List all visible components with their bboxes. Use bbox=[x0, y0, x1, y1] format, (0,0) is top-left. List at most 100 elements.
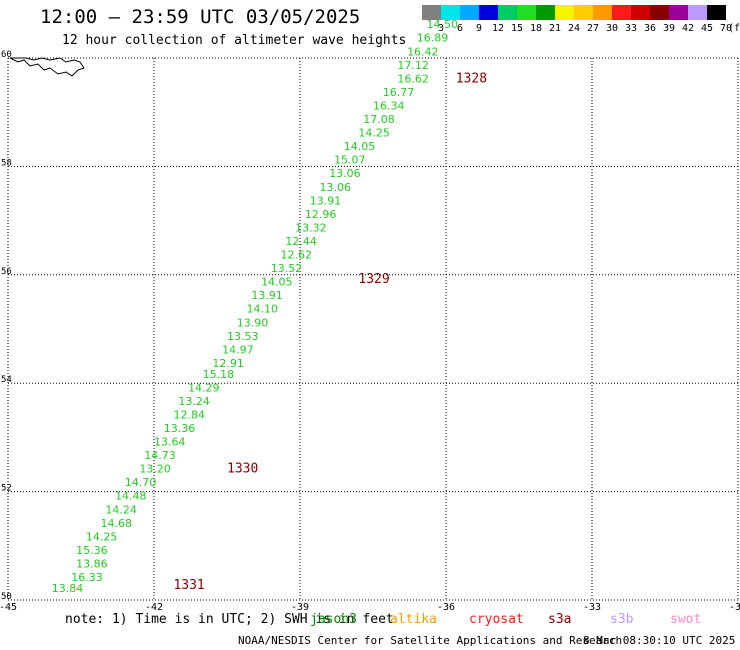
lon-tick-label: -33 bbox=[583, 602, 601, 613]
legend-label-30: 30 bbox=[605, 23, 619, 34]
wave-height-reading: 12.91 bbox=[212, 357, 244, 370]
note-text: note: 1) Time is in UTC; 2) SWH is in fe… bbox=[65, 612, 394, 627]
wave-height-reading: 13.91 bbox=[310, 194, 342, 207]
legend-label-27: 27 bbox=[586, 23, 600, 34]
legend-swatch-36 bbox=[631, 5, 650, 20]
legend-swatch-45 bbox=[688, 5, 707, 20]
legend-label-39: 39 bbox=[662, 23, 676, 34]
wave-height-reading: 12.62 bbox=[281, 249, 313, 262]
wave-height-reading: 15.36 bbox=[76, 544, 108, 557]
wave-height-reading: 17.08 bbox=[363, 113, 395, 126]
wave-height-reading: 17.12 bbox=[397, 59, 429, 72]
legend-label-45: 45 bbox=[700, 23, 714, 34]
satellite-altika: altika bbox=[390, 612, 437, 627]
wave-height-reading: 13.86 bbox=[76, 557, 108, 570]
wave-height-reading: 14.50 bbox=[427, 18, 459, 31]
credit-text: NOAA/NESDIS Center for Satellite Applica… bbox=[238, 634, 623, 647]
wave-height-reading: 16.33 bbox=[71, 571, 103, 584]
legend-label-42: 42 bbox=[681, 23, 695, 34]
wave-height-reading: 14.48 bbox=[115, 490, 147, 503]
legend-label-18: 18 bbox=[529, 23, 543, 34]
wave-height-reading: 14.70 bbox=[125, 476, 157, 489]
wave-height-reading: 15.07 bbox=[334, 154, 366, 167]
wave-height-reading: 14.25 bbox=[358, 127, 390, 140]
lat-tick-label: 50 bbox=[1, 592, 12, 602]
timestamp-text: 8 Mar 08:30:10 UTC 2025 bbox=[583, 634, 736, 647]
wave-height-reading: 16.89 bbox=[417, 32, 449, 45]
wave-height-reading: 14.29 bbox=[188, 381, 220, 394]
legend-swatch-15 bbox=[498, 5, 517, 20]
pass-number-label: 1328 bbox=[456, 71, 487, 86]
wave-height-reading: 13.90 bbox=[237, 316, 269, 329]
lat-tick-label: 56 bbox=[1, 267, 12, 277]
bottom-bar: note: 1) Time is in UTC; 2) SWH is in fe… bbox=[0, 612, 740, 632]
wave-height-reading: 14.97 bbox=[222, 343, 254, 356]
lon-tick-label: -45 bbox=[0, 602, 17, 613]
lon-tick-label: -39 bbox=[291, 602, 309, 613]
legend-swatch-6 bbox=[441, 5, 460, 20]
wave-height-reading: 12.84 bbox=[173, 408, 205, 421]
lat-lon-grid bbox=[7, 57, 739, 601]
pass-number-label: 1330 bbox=[227, 462, 258, 477]
wave-height-reading: 13.24 bbox=[178, 395, 210, 408]
lat-tick-label: 58 bbox=[1, 158, 12, 168]
legend-label-70: 70 bbox=[719, 23, 733, 34]
satellite-s3a: s3a bbox=[548, 612, 572, 627]
legend-swatch-3 bbox=[422, 5, 441, 20]
legend-label-9: 9 bbox=[475, 23, 483, 34]
legend-swatch-24 bbox=[555, 5, 574, 20]
legend-swatch-18 bbox=[517, 5, 536, 20]
legend-label-33: 33 bbox=[624, 23, 638, 34]
satellite-s3b: s3b bbox=[610, 612, 634, 627]
axis-tick-labels: -45 -42 -39 -36 -33 -30 60 58 56 54 52 50 bbox=[0, 50, 740, 613]
legend-label-6: 6 bbox=[456, 23, 464, 34]
wave-height-reading: 13.20 bbox=[139, 463, 171, 476]
lon-tick-label: -30 bbox=[729, 602, 740, 613]
wave-height-reading: 16.42 bbox=[407, 45, 439, 58]
wave-height-reading: 14.05 bbox=[261, 276, 293, 289]
wave-height-reading: 13.36 bbox=[164, 422, 196, 435]
map-title: 12:00 – 23:59 UTC 03/05/2025 bbox=[40, 6, 361, 28]
legend-label-36: 36 bbox=[643, 23, 657, 34]
lat-tick-label: 52 bbox=[1, 484, 12, 494]
wave-height-reading: 13.52 bbox=[271, 262, 303, 275]
wave-height-reading: 13.91 bbox=[251, 289, 282, 302]
legend-swatch-42 bbox=[669, 5, 688, 20]
legend-label-3: 3 bbox=[437, 23, 445, 34]
legend-label-24: 24 bbox=[567, 23, 581, 34]
lon-tick-label: -36 bbox=[437, 602, 455, 613]
lon-tick-label: -42 bbox=[145, 602, 163, 613]
wave-height-reading: 13.53 bbox=[227, 330, 259, 343]
wave-height-reading: 13.06 bbox=[329, 167, 361, 180]
satellite-tracks: 13.8416.3313.8615.3614.2514.6814.2414.48… bbox=[52, 18, 487, 595]
coastline-greenland bbox=[9, 57, 85, 77]
legend-swatch-30 bbox=[593, 5, 612, 20]
legend-swatch-21 bbox=[536, 5, 555, 20]
wave-height-reading: 14.10 bbox=[246, 303, 278, 316]
wave-height-reading: 13.32 bbox=[295, 221, 327, 234]
track-1331: 13.8416.3313.8615.3614.2514.6814.2414.48… bbox=[52, 476, 205, 595]
wave-height-reading: 14.24 bbox=[105, 503, 137, 516]
lat-tick-label: 60 bbox=[1, 50, 12, 60]
wave-height-reading: 16.62 bbox=[397, 72, 429, 85]
coastline-shape bbox=[9, 57, 85, 77]
wave-height-reading: 13.84 bbox=[52, 582, 84, 595]
wave-height-reading: 14.68 bbox=[100, 517, 132, 530]
wave-height-reading: 13.06 bbox=[319, 181, 351, 194]
legend-label-15: 15 bbox=[510, 23, 524, 34]
legend-swatch-27 bbox=[574, 5, 593, 20]
wave-height-reading: 14.25 bbox=[86, 530, 118, 543]
wave-height-reading: 13.64 bbox=[154, 436, 186, 449]
wave-height-reading: 16.34 bbox=[373, 99, 405, 112]
wave-height-reading: 12.96 bbox=[305, 208, 337, 221]
legend-swatch-33 bbox=[612, 5, 631, 20]
map-subtitle: 12 hour collection of altimeter wave hei… bbox=[62, 33, 407, 48]
legend-swatch-9 bbox=[460, 5, 479, 20]
wave-height-reading: 12.44 bbox=[285, 235, 317, 248]
lat-tick-label: 54 bbox=[1, 375, 12, 385]
wave-height-reading: 16.77 bbox=[383, 86, 415, 99]
legend-swatch-70 bbox=[707, 5, 726, 20]
wave-height-reading: 14.05 bbox=[344, 140, 376, 153]
